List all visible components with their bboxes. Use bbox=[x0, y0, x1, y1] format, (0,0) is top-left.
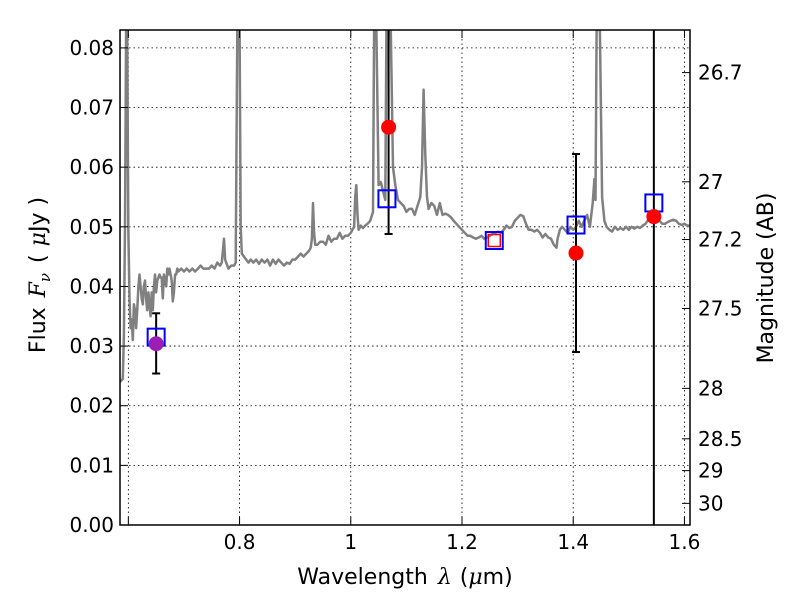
x-axis-label-unit: m) bbox=[483, 565, 513, 590]
x-axis-label-lambda: λ bbox=[437, 565, 452, 590]
y-axis-label-word: Flux bbox=[26, 307, 51, 353]
model-point bbox=[377, 189, 397, 209]
model-points bbox=[146, 189, 664, 347]
plot-frame bbox=[119, 29, 691, 526]
y-tick-label: 0.00 bbox=[69, 513, 114, 537]
model-point bbox=[484, 231, 504, 251]
y2-tick-label: 27 bbox=[698, 170, 723, 194]
y2-tick-label: 27.2 bbox=[698, 228, 743, 252]
y-tick-label: 0.03 bbox=[69, 334, 114, 358]
x-axis-label-word: Wavelength bbox=[297, 565, 428, 590]
grid-lines bbox=[120, 30, 690, 526]
observed-point bbox=[381, 119, 397, 135]
observed-point bbox=[646, 209, 662, 225]
y2-axis-label: Magnitude (AB) bbox=[754, 193, 779, 364]
y-axis-label-mu: μ bbox=[26, 232, 51, 246]
x-tick-label: 0.8 bbox=[224, 530, 256, 554]
y-axis-label-F: F bbox=[26, 281, 51, 298]
y2-tick-label: 26.7 bbox=[698, 61, 743, 85]
y-axis-label: Flux Fν ( μJy ) bbox=[26, 197, 54, 353]
y2-tick-label: 29 bbox=[698, 459, 723, 483]
y-tick-label: 0.05 bbox=[69, 215, 114, 239]
x-axis-label: Wavelength λ (μm) bbox=[297, 565, 512, 590]
observed-point bbox=[487, 233, 502, 248]
model-point bbox=[566, 215, 586, 235]
y-tick-label: 0.08 bbox=[69, 36, 114, 60]
spectrum-series bbox=[120, 30, 690, 383]
observed-points bbox=[148, 119, 662, 352]
y2-tick-label: 28.5 bbox=[698, 427, 743, 451]
y-tick-label: 0.01 bbox=[69, 453, 114, 477]
y2-axis-ticks: 26.7 27 27.2 27.5 28 28.5 29 30 bbox=[682, 61, 743, 515]
x-tick-label: 1.6 bbox=[669, 530, 701, 554]
spectrum-line bbox=[120, 30, 690, 383]
error-bars bbox=[152, 30, 655, 525]
observed-point bbox=[568, 245, 584, 261]
y-axis-label-open-paren: ( bbox=[26, 254, 51, 263]
y2-tick-label: 27.5 bbox=[698, 296, 743, 320]
x-tick-label: 1 bbox=[344, 530, 357, 554]
observed-point bbox=[148, 336, 164, 352]
y-axis-ticks: 0.00 0.01 0.02 0.03 0.04 0.05 0.06 0.07 0.08 bbox=[69, 36, 128, 537]
x-tick-label: 1.2 bbox=[446, 530, 478, 554]
y-tick-label: 0.07 bbox=[69, 96, 114, 120]
y2-tick-label: 30 bbox=[698, 491, 723, 515]
y2-tick-label: 28 bbox=[698, 376, 723, 400]
x-axis-label-open-paren: ( bbox=[460, 565, 469, 590]
x-axis-ticks: 0.8 1 1.2 1.4 1.6 bbox=[127, 30, 701, 554]
y-axis-label-nu: ν bbox=[36, 273, 54, 282]
x-axis-label-mu: μ bbox=[468, 565, 482, 590]
y-tick-label: 0.04 bbox=[69, 274, 114, 298]
y-axis-label-unit: Jy ) bbox=[26, 197, 51, 234]
y-tick-label: 0.02 bbox=[69, 394, 114, 418]
x-tick-label: 1.4 bbox=[557, 530, 589, 554]
y-tick-label: 0.06 bbox=[69, 155, 114, 179]
